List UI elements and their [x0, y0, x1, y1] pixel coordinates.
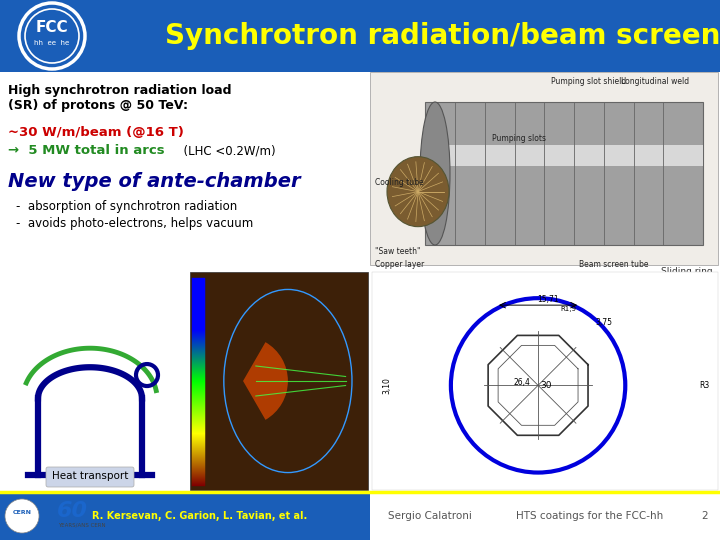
- Text: Copper layer: Copper layer: [375, 260, 424, 269]
- Bar: [190, 272, 368, 490]
- Text: Sliding ring: Sliding ring: [662, 267, 713, 276]
- Ellipse shape: [420, 102, 450, 245]
- Text: 2: 2: [702, 511, 708, 521]
- Text: R1,9: R1,9: [561, 306, 577, 312]
- Text: ~30 W/m/beam (@16 T): ~30 W/m/beam (@16 T): [8, 126, 184, 139]
- Text: CERN: CERN: [12, 510, 32, 516]
- Bar: [372, 272, 718, 490]
- Bar: [0, 0, 720, 72]
- Text: Pumping slot shield: Pumping slot shield: [551, 77, 626, 86]
- Text: hh  ee  he: hh ee he: [35, 40, 70, 46]
- Bar: [425, 102, 703, 245]
- Text: 60: 60: [56, 501, 88, 521]
- Text: High synchrotron radiation load: High synchrotron radiation load: [8, 84, 232, 97]
- Text: →  5 MW total in arcs: → 5 MW total in arcs: [8, 144, 165, 157]
- Text: FCC: FCC: [36, 21, 68, 36]
- Circle shape: [5, 499, 39, 533]
- Bar: [425, 145, 703, 166]
- Text: (LHC <0.2W/m): (LHC <0.2W/m): [176, 144, 276, 157]
- Text: 15,71: 15,71: [537, 295, 559, 303]
- Text: (SR) of protons @ 50 TeV:: (SR) of protons @ 50 TeV:: [8, 99, 188, 112]
- Text: R3: R3: [700, 381, 710, 390]
- Text: 30: 30: [541, 381, 552, 390]
- Text: Sergio Calatroni: Sergio Calatroni: [388, 511, 472, 521]
- Text: 3,10: 3,10: [382, 377, 391, 394]
- Text: Synchrotron radiation/beam screen: Synchrotron radiation/beam screen: [165, 22, 720, 50]
- Text: New type of ante-chamber: New type of ante-chamber: [8, 172, 301, 191]
- Text: R. Kersevan, C. Garion, L. Tavian, et al.: R. Kersevan, C. Garion, L. Tavian, et al…: [92, 511, 307, 521]
- Text: Pumping slots: Pumping slots: [492, 134, 546, 143]
- Wedge shape: [243, 342, 288, 420]
- Text: "Saw teeth": "Saw teeth": [375, 247, 420, 256]
- Text: -  absorption of synchrotron radiation: - absorption of synchrotron radiation: [16, 200, 238, 213]
- Text: Beam screen tube: Beam screen tube: [579, 260, 648, 269]
- Text: YEARS/ANS CERN: YEARS/ANS CERN: [58, 523, 106, 528]
- Text: HTS coatings for the FCC-hh: HTS coatings for the FCC-hh: [516, 511, 664, 521]
- Text: LHC beam screen: LHC beam screen: [591, 279, 713, 292]
- Bar: [5, 272, 185, 490]
- Text: -  avoids photo-electrons, helps vacuum: - avoids photo-electrons, helps vacuum: [16, 217, 253, 230]
- Bar: [0, 492, 370, 540]
- Text: Heat transport: Heat transport: [52, 471, 128, 481]
- Bar: [370, 72, 718, 265]
- Text: 3,75: 3,75: [595, 318, 612, 327]
- Text: Cooling tube: Cooling tube: [375, 178, 423, 187]
- FancyBboxPatch shape: [46, 467, 134, 487]
- Text: Longitudinal weld: Longitudinal weld: [621, 77, 689, 86]
- Text: 26,4: 26,4: [513, 378, 531, 387]
- Ellipse shape: [387, 157, 449, 227]
- Bar: [0, 72, 720, 492]
